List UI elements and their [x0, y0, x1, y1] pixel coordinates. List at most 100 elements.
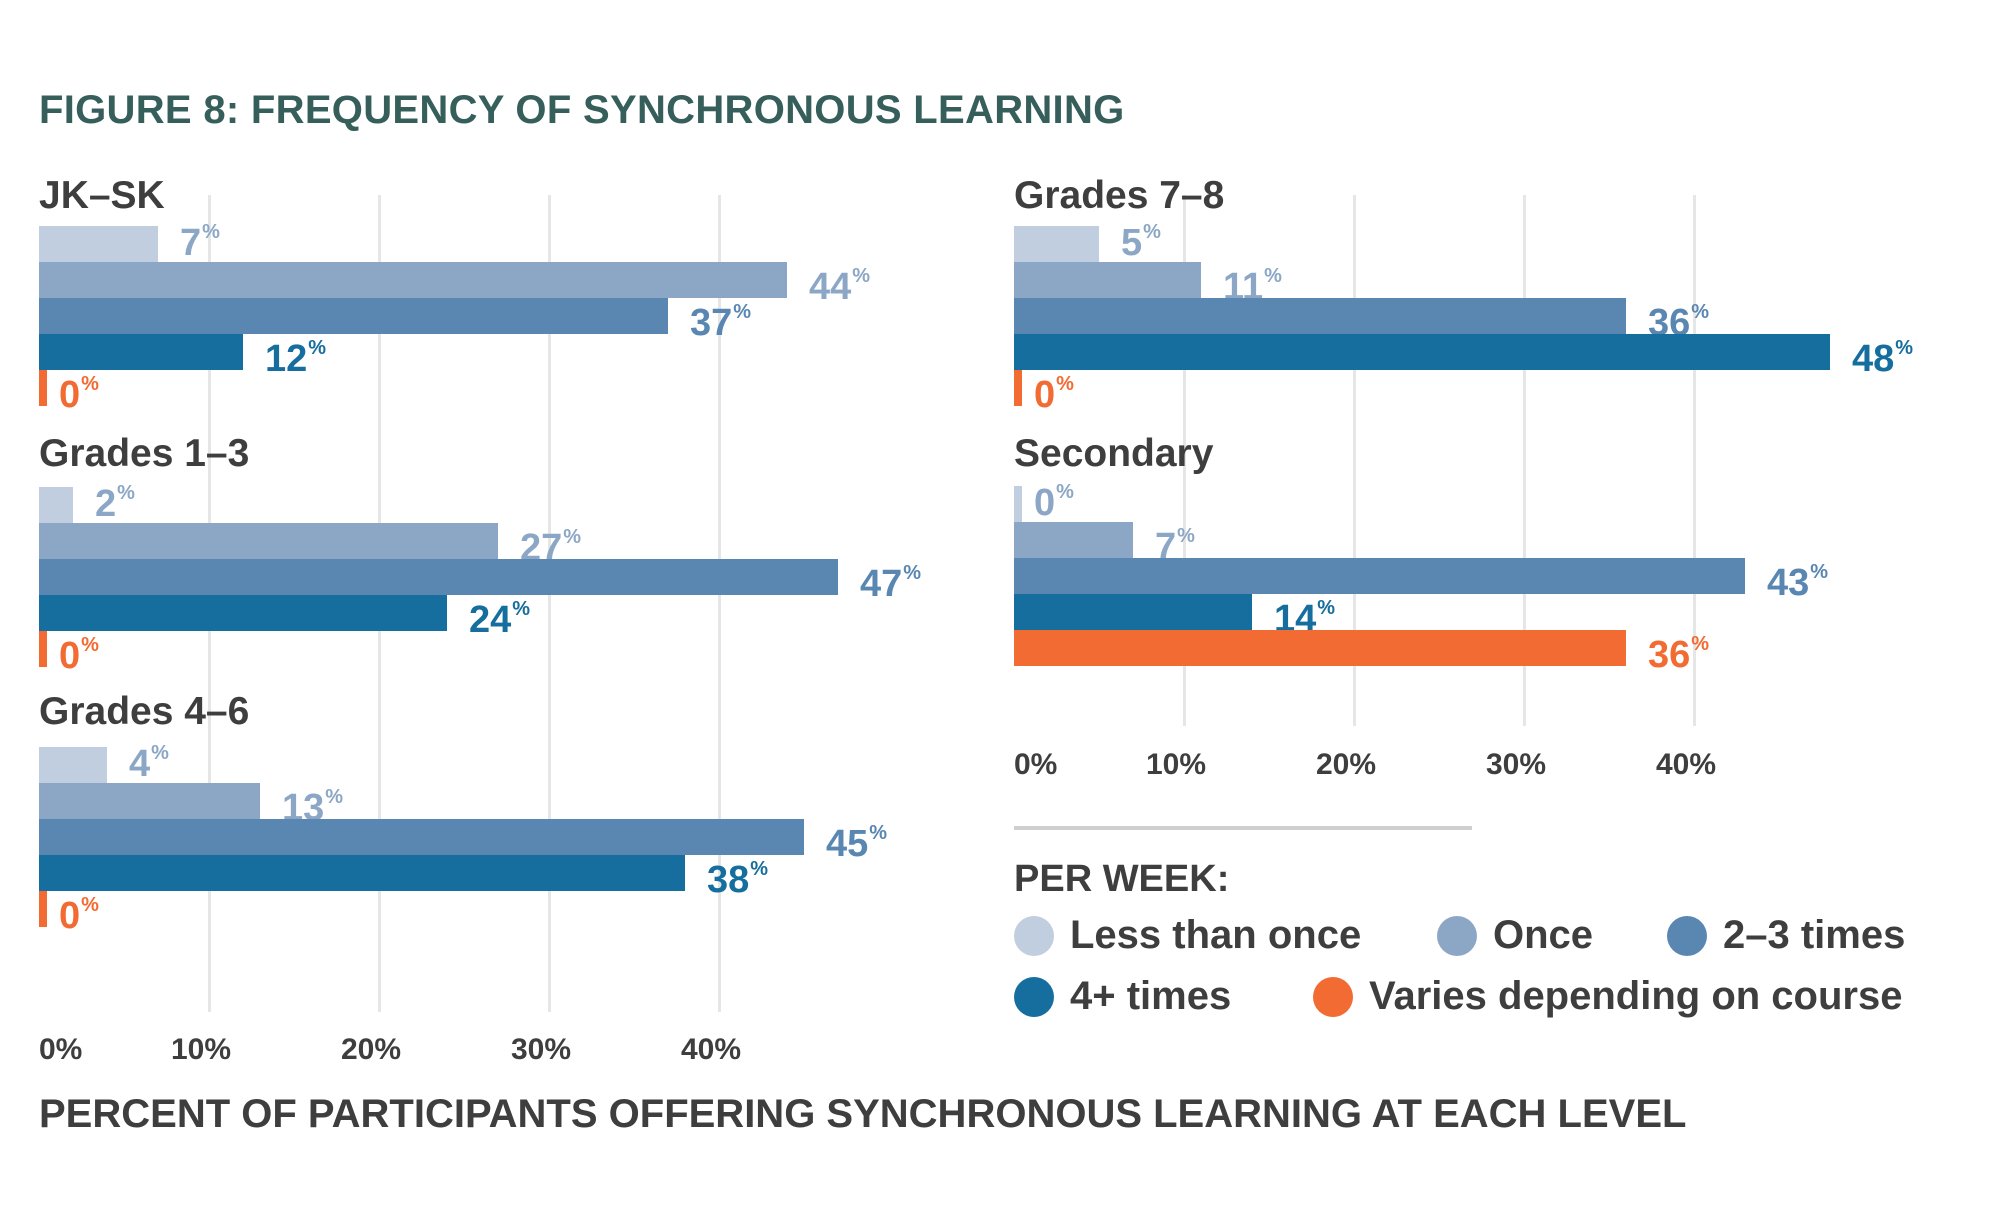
- bar: [39, 631, 47, 667]
- data-label-suffix: %: [1264, 265, 1282, 287]
- x-tick-label: 20%: [341, 1033, 402, 1066]
- data-label-suffix: %: [1056, 481, 1074, 503]
- data-label: 12%: [265, 337, 327, 380]
- bar: [1014, 558, 1745, 594]
- data-label-suffix: %: [1317, 597, 1336, 619]
- data-label: 4%: [129, 742, 169, 783]
- gridline: [1353, 195, 1356, 726]
- legend-label: Less than once: [1070, 913, 1362, 957]
- data-label-suffix: %: [1056, 373, 1074, 395]
- legend-swatch-2-3-times: [1667, 915, 1707, 956]
- data-label: 48%: [1852, 337, 1914, 380]
- data-label-suffix: %: [325, 786, 344, 808]
- data-label: 37%: [690, 302, 751, 344]
- data-label-suffix: %: [1143, 221, 1161, 243]
- data-label-value: 48: [1852, 338, 1895, 380]
- panel-title: Grades 1–3: [39, 432, 250, 475]
- data-label: 43%: [1767, 561, 1829, 602]
- bar: [1014, 486, 1022, 522]
- x-tick-label: 10%: [1146, 748, 1207, 781]
- data-label-value: 45: [826, 823, 869, 865]
- data-label-value: 7: [1155, 526, 1177, 568]
- bar: [1014, 262, 1201, 298]
- data-label-suffix: %: [81, 634, 99, 656]
- data-label-value: 37: [690, 302, 733, 344]
- data-label-value: 44: [809, 266, 852, 308]
- bar: [39, 819, 804, 855]
- bar: [39, 370, 47, 406]
- x-tick-label: 40%: [681, 1033, 742, 1066]
- gridline: [548, 195, 551, 1012]
- gridline: [1523, 195, 1526, 726]
- legend-item-varies: Varies depending on course: [1313, 974, 1902, 1019]
- data-label-suffix: %: [1691, 301, 1710, 323]
- data-label-value: 0: [59, 635, 81, 677]
- legend-swatch-varies: [1313, 976, 1353, 1017]
- bar: [1014, 522, 1133, 558]
- data-label: 36%: [1648, 633, 1710, 674]
- data-label-value: 0: [59, 374, 81, 416]
- data-label: 38%: [707, 858, 769, 901]
- data-label: 0%: [59, 634, 99, 677]
- legend-divider: [1014, 826, 1472, 830]
- data-label-suffix: %: [151, 742, 169, 764]
- bar: [39, 334, 243, 370]
- data-label: 2%: [95, 483, 135, 523]
- data-label-value: 47: [860, 563, 903, 605]
- x-tick-label: 30%: [511, 1033, 572, 1066]
- bar: [39, 891, 47, 927]
- gridline: [718, 195, 721, 1012]
- bar: [39, 262, 787, 298]
- legend-swatch-less-than-once: [1014, 915, 1054, 956]
- legend-label: 4+ times: [1070, 974, 1232, 1018]
- bar: [1014, 370, 1022, 406]
- panel-title: JK–SK: [39, 174, 165, 217]
- bar: [39, 783, 260, 819]
- legend-swatch-4-plus-times: [1014, 976, 1054, 1017]
- x-tick-label: 40%: [1656, 748, 1717, 781]
- data-label: 44%: [809, 265, 871, 308]
- data-label-suffix: %: [1895, 337, 1914, 359]
- data-label-suffix: %: [308, 337, 327, 359]
- bar: [1014, 334, 1830, 370]
- data-label-value: 12: [265, 338, 308, 380]
- data-label: 7%: [180, 221, 220, 264]
- data-label-value: 0: [59, 895, 81, 937]
- data-label-value: 7: [180, 222, 202, 264]
- gridline: [1693, 195, 1696, 726]
- data-label: 0%: [1034, 373, 1074, 416]
- bar: [1014, 298, 1626, 334]
- data-label: 7%: [1155, 526, 1195, 568]
- data-label-suffix: %: [563, 526, 582, 548]
- bar: [39, 559, 838, 595]
- data-label-value: 5: [1121, 222, 1143, 264]
- legend-item-less-than-once: Less than once: [1014, 913, 1361, 958]
- bar: [1014, 226, 1099, 262]
- bar: [39, 855, 685, 891]
- panel-title: Grades 4–6: [39, 690, 250, 733]
- bar: [39, 298, 668, 334]
- data-label-value: 0: [1034, 374, 1056, 416]
- data-label-suffix: %: [869, 822, 888, 844]
- data-label: 24%: [469, 598, 531, 641]
- x-axis-title: PERCENT OF PARTICIPANTS OFFERING SYNCHRO…: [39, 1092, 1687, 1136]
- legend-heading: PER WEEK:: [1014, 858, 1230, 900]
- data-label: 0%: [59, 373, 99, 416]
- data-label: 0%: [59, 895, 99, 937]
- data-label-value: 24: [469, 599, 512, 641]
- data-label-value: 38: [707, 859, 750, 901]
- data-label-suffix: %: [852, 265, 871, 287]
- data-label-suffix: %: [750, 858, 769, 880]
- bar: [39, 226, 158, 262]
- data-label: 0%: [1034, 481, 1074, 522]
- data-label-suffix: %: [81, 373, 99, 395]
- data-label-suffix: %: [512, 598, 531, 620]
- data-label: 47%: [860, 563, 921, 605]
- panel-title: Grades 7–8: [1014, 174, 1225, 217]
- data-label-suffix: %: [202, 221, 220, 243]
- data-label: 45%: [826, 822, 888, 865]
- data-label-suffix: %: [1691, 633, 1710, 655]
- data-label: 5%: [1121, 221, 1161, 264]
- data-label-suffix: %: [1810, 561, 1829, 583]
- bar: [39, 523, 498, 559]
